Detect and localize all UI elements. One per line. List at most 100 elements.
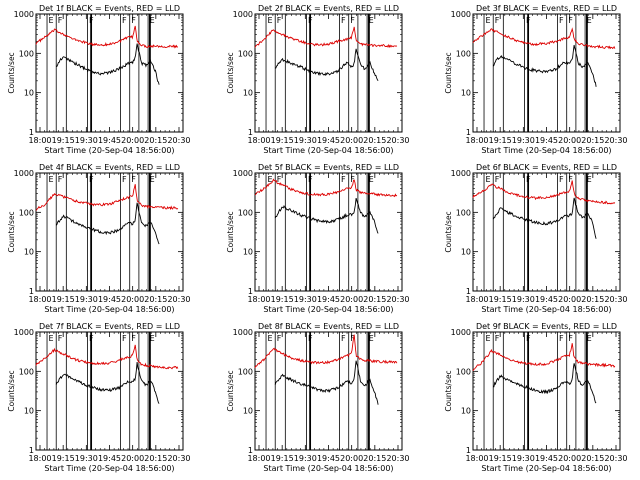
panel-2: Det 2f BLACK = Events, RED = LLD 1 10 100 10…: [226, 4, 410, 155]
events-series-line: [55, 202, 160, 245]
flag-label: F: [568, 334, 573, 343]
y-tick-label: 1: [29, 287, 34, 296]
flag-label: E: [486, 16, 491, 25]
y-tick-label: 10: [24, 407, 34, 416]
x-tick-label: 19:45: [317, 136, 340, 145]
x-axis-label: Start Time (20-Sep-04 18:56:00): [44, 146, 174, 155]
x-tick-label: 19:15: [489, 454, 512, 463]
flag-label: F: [131, 16, 136, 25]
flag-label: E: [369, 334, 374, 343]
x-tick-label: 19:30: [75, 136, 98, 145]
x-tick-label: 19:15: [271, 295, 294, 304]
flag-label: E: [49, 16, 54, 25]
x-tick-label: 20:15: [581, 295, 604, 304]
events-series-line: [275, 48, 379, 82]
x-tick-label: 20:00: [121, 454, 144, 463]
y-axis-label: Counts/sec: [7, 370, 16, 411]
x-tick-label: 18:00: [247, 136, 270, 145]
flag-label: F: [559, 175, 564, 184]
lld-series-line: [472, 180, 616, 205]
y-tick-label: 1000: [14, 169, 34, 178]
events-series-line: [493, 363, 597, 404]
x-tick-label: 19:45: [317, 454, 340, 463]
y-tick-label: 1: [466, 128, 471, 137]
x-axis-label: Start Time (20-Sep-04 18:56:00): [44, 464, 174, 473]
flag-label: E: [486, 334, 491, 343]
flag-label: F: [131, 334, 136, 343]
x-tick-label: 19:45: [98, 136, 121, 145]
y-axis-label: Counts/sec: [444, 211, 453, 252]
x-tick-label: 20:15: [363, 295, 386, 304]
x-axis-label: Start Time (20-Sep-04 18:56:00): [44, 305, 174, 314]
x-tick-label: 20:00: [558, 454, 581, 463]
x-axis-label: Start Time (20-Sep-04 18:56:00): [481, 146, 611, 155]
x-tick-label: 18:00: [28, 136, 51, 145]
lld-series-line: [254, 26, 398, 49]
y-tick-label: 10: [24, 89, 34, 98]
y-tick-label: 1000: [451, 10, 471, 19]
x-tick-label: 20:15: [363, 136, 386, 145]
x-tick-label: 20:30: [167, 136, 190, 145]
y-tick-label: 1000: [451, 169, 471, 178]
lld-series-line: [35, 344, 179, 370]
flag-label: E: [587, 16, 592, 25]
panel-title: Det 5f BLACK = Events, RED = LLD: [258, 163, 399, 172]
x-tick-label: 20:00: [121, 136, 144, 145]
panel-title: Det 8f BLACK = Events, RED = LLD: [258, 322, 399, 331]
x-tick-label: 19:30: [512, 454, 535, 463]
x-tick-label: 20:15: [144, 295, 167, 304]
lld-series-line: [472, 27, 616, 50]
flag-label: E: [587, 334, 592, 343]
y-tick-label: 1000: [233, 328, 253, 337]
x-tick-label: 19:45: [98, 295, 121, 304]
flag-label: F: [122, 16, 127, 25]
plot-frame: [472, 13, 621, 133]
x-tick-label: 19:30: [512, 295, 535, 304]
flag-label: E: [150, 175, 155, 184]
y-tick-label: 1: [466, 287, 471, 296]
x-tick-label: 20:15: [581, 454, 604, 463]
x-axis-label: Start Time (20-Sep-04 18:56:00): [481, 464, 611, 473]
y-tick-label: 10: [243, 248, 253, 257]
flag-label: E: [369, 16, 374, 25]
y-tick-label: 1: [248, 446, 253, 455]
flag-label: F: [350, 16, 355, 25]
flag-label: E: [49, 175, 54, 184]
y-tick-label: 10: [24, 248, 34, 257]
x-tick-label: 19:30: [294, 136, 317, 145]
panel-title: Det 2f BLACK = Events, RED = LLD: [258, 4, 399, 13]
y-tick-label: 10: [461, 248, 471, 257]
flag-label: F: [495, 175, 500, 184]
x-tick-label: 19:30: [294, 295, 317, 304]
flag-label: F: [350, 334, 355, 343]
x-tick-label: 19:15: [271, 454, 294, 463]
panel-title: Det 1f BLACK = Events, RED = LLD: [39, 4, 180, 13]
x-tick-label: 18:00: [465, 454, 488, 463]
x-tick-label: 19:45: [535, 295, 558, 304]
x-tick-label: 20:15: [144, 454, 167, 463]
y-tick-label: 1000: [14, 10, 34, 19]
y-tick-label: 100: [19, 367, 34, 376]
x-tick-label: 19:15: [271, 136, 294, 145]
x-tick-label: 19:30: [512, 136, 535, 145]
flag-label: F: [559, 334, 564, 343]
x-tick-label: 19:15: [52, 295, 75, 304]
x-tick-label: 20:30: [604, 295, 627, 304]
x-tick-label: 20:00: [340, 136, 363, 145]
panel-title: Det 6f BLACK = Events, RED = LLD: [476, 163, 617, 172]
flag-label: F: [559, 16, 564, 25]
y-tick-label: 100: [456, 49, 471, 58]
x-tick-label: 20:15: [144, 136, 167, 145]
flag-label: F: [341, 334, 346, 343]
x-tick-label: 20:30: [386, 295, 409, 304]
y-tick-label: 10: [461, 89, 471, 98]
panel-6: Det 6f BLACK = Events, RED = LLD 1 10 100 10…: [444, 163, 628, 314]
x-tick-label: 18:00: [28, 454, 51, 463]
lld-series-line: [472, 343, 616, 372]
flag-label: F: [277, 16, 282, 25]
lld-series-line: [254, 334, 398, 369]
flag-label: F: [341, 16, 346, 25]
x-tick-label: 19:30: [294, 454, 317, 463]
plot-frame: [35, 172, 184, 292]
events-series-line: [492, 44, 597, 87]
